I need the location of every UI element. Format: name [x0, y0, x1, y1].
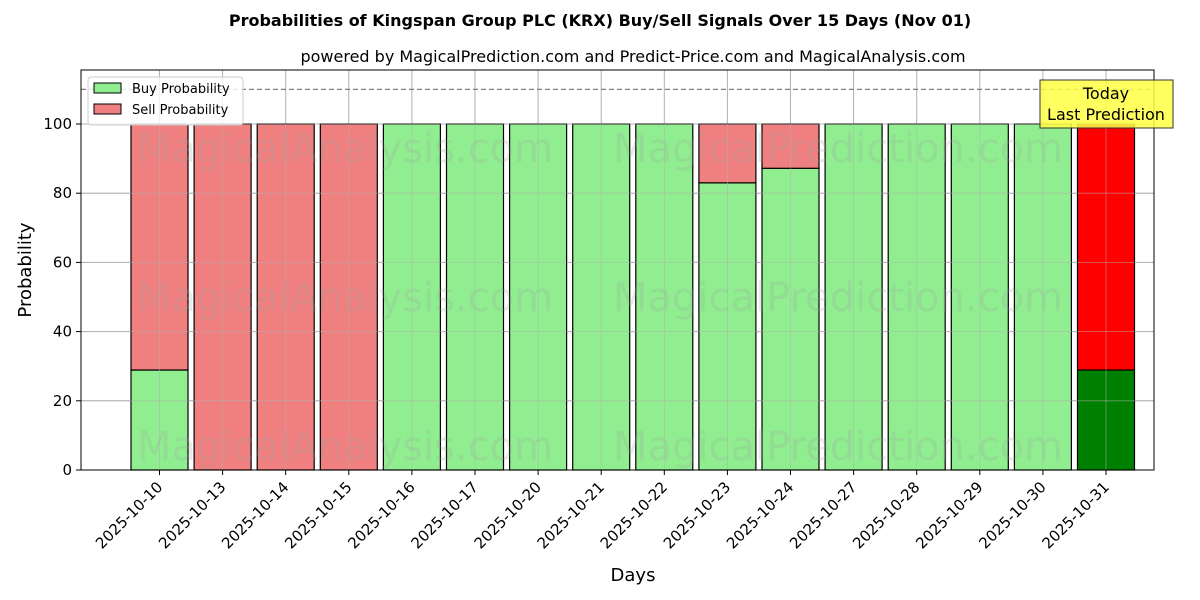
- x-axis-label: Days: [611, 565, 656, 586]
- x-tick-label: 2025-10-22: [597, 478, 671, 552]
- watermark-text: MagicalPrediction.com: [613, 126, 1063, 172]
- watermarks: MagicalAnalysis.com MagicalPrediction.com…: [137, 126, 1063, 470]
- x-tick-label: 2025-10-14: [218, 478, 292, 552]
- y-axis-label: Probability: [15, 222, 36, 317]
- y-tick-label: 40: [53, 323, 72, 341]
- legend: Buy Probability Sell Probability: [87, 76, 244, 126]
- y-tick-label: 20: [53, 392, 72, 410]
- legend-swatch-sell: [93, 103, 122, 115]
- watermark-text: MagicalAnalysis.com: [137, 126, 553, 172]
- legend-swatch-buy: [93, 82, 122, 94]
- x-tick-label: 2025-10-15: [281, 478, 355, 552]
- x-tick-label: 2025-10-10: [92, 478, 166, 552]
- plot-area-frame: [80, 69, 1155, 471]
- chart-subtitle: powered by MagicalPrediction.com and Pre…: [300, 47, 965, 66]
- legend-label-sell: Sell Probability: [132, 103, 229, 118]
- x-tick-label: 2025-10-23: [660, 478, 734, 552]
- annotation-line1: Today: [1082, 84, 1129, 103]
- y-tick-label: 100: [43, 115, 72, 133]
- y-tick-label: 0: [62, 461, 72, 479]
- x-tick-label: 2025-10-21: [534, 478, 608, 552]
- watermark-text: MagicalPrediction.com: [613, 424, 1063, 470]
- watermark-text: MagicalPrediction.com: [613, 275, 1063, 321]
- x-tick-label: 2025-10-30: [975, 478, 1049, 552]
- annotation-line2: Last Prediction: [1047, 105, 1165, 124]
- x-tick-label: 2025-10-24: [723, 478, 797, 552]
- x-axis: 2025-10-102025-10-132025-10-142025-10-15…: [92, 470, 1113, 552]
- today-annotation: Today Last Prediction: [1039, 79, 1174, 129]
- x-tick-label: 2025-10-13: [155, 478, 229, 552]
- watermark-text: MagicalAnalysis.com: [137, 424, 553, 470]
- x-tick-label: 2025-10-16: [344, 478, 418, 552]
- x-tick-label: 2025-10-17: [407, 478, 481, 552]
- x-tick-label: 2025-10-31: [1038, 478, 1112, 552]
- y-tick-label: 60: [53, 253, 72, 271]
- y-axis: 0 20 40 60 80 100: [43, 115, 81, 479]
- bars: [81, 123, 1154, 471]
- x-tick-label: 2025-10-28: [849, 478, 923, 552]
- x-tick-label: 2025-10-20: [471, 478, 545, 552]
- watermark-text: MagicalAnalysis.com: [137, 275, 553, 321]
- x-tick-label: 2025-10-29: [912, 478, 986, 552]
- chart-title: Probabilities of Kingspan Group PLC (KRX…: [229, 11, 971, 30]
- y-tick-label: 80: [53, 184, 72, 202]
- legend-label-buy: Buy Probability: [132, 82, 230, 97]
- x-tick-label: 2025-10-27: [786, 478, 860, 552]
